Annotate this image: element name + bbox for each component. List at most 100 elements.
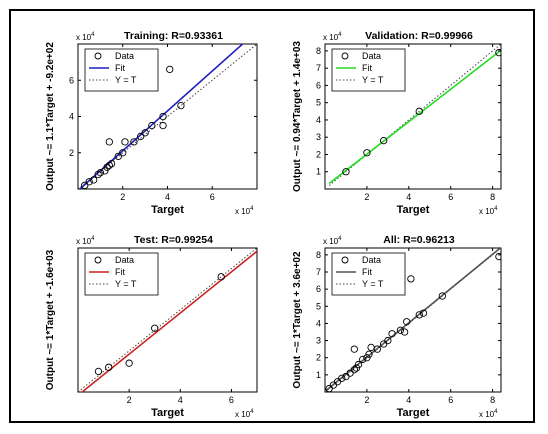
y-tick-label: 3 — [316, 336, 321, 346]
data-point — [338, 374, 346, 382]
plot-lines — [78, 44, 257, 189]
data-point — [81, 181, 89, 189]
data-point — [359, 355, 367, 364]
regression-panel-2: 2 4 6 8 1 2 3 4 5 6 7 8 Validation: R=0.99966 x 104 x … — [292, 30, 502, 216]
data-point — [107, 159, 116, 168]
x-axis-label: Target — [151, 204, 184, 216]
legend-entry: Data — [115, 51, 134, 61]
y-tick-label: 8 — [316, 250, 321, 260]
x-tick-label: 8 — [490, 192, 495, 202]
identity-line — [328, 44, 501, 186]
data-point — [159, 121, 167, 130]
legend: Data Fit Y = T — [331, 252, 406, 296]
x-tick-label: 6 — [448, 192, 453, 202]
y-tick-label: 5 — [316, 301, 321, 311]
data-point — [166, 65, 174, 74]
x-tick-label: 6 — [229, 395, 234, 405]
plot-lines — [325, 248, 501, 392]
legend-entry: Fit — [362, 267, 372, 277]
legend-entry: Y = T — [362, 279, 384, 289]
data-point — [121, 138, 129, 146]
x-tick-label: 6 — [210, 192, 215, 202]
legend-entry: Y = T — [115, 279, 137, 289]
legend-entry: Fit — [115, 63, 125, 73]
y-tick-label: 2 — [69, 148, 74, 158]
legend-data-marker — [341, 52, 349, 60]
legend-entry: Data — [362, 51, 381, 61]
data-point — [380, 137, 388, 145]
data-point — [105, 363, 113, 371]
legend: Data Fit Y = T — [84, 252, 159, 296]
data-point — [130, 138, 138, 146]
x-axis-label: Target — [151, 407, 184, 419]
y-tick-label: 5 — [316, 98, 321, 108]
legend-entry: Data — [362, 255, 381, 265]
y-axis-label: Output ~= 1.1*Target + -9.2e+02 — [45, 42, 56, 191]
data-point — [103, 163, 111, 171]
x-tick-label: 2 — [127, 395, 132, 405]
x-exponent-label: x 104 — [235, 409, 254, 419]
regression-panel-3: 2 4 6 Test: R=0.99254 x 104 x 104 Target Output… — [45, 234, 258, 419]
x-exponent-label: x 104 — [479, 409, 498, 419]
legend-entry: Data — [115, 255, 134, 265]
y-tick-label: 4 — [316, 115, 321, 125]
data-point — [90, 176, 98, 184]
x-tick-label: 2 — [364, 192, 369, 202]
data-point — [354, 360, 363, 369]
data-point — [217, 273, 225, 281]
plot-title: All: R=0.96213 — [383, 234, 455, 246]
y-tick-label: 2 — [316, 149, 321, 159]
y-tick-label: 4 — [316, 318, 321, 328]
data-point — [342, 168, 350, 176]
data-point — [495, 48, 501, 57]
data-point — [419, 309, 428, 317]
x-tick-label: 2 — [364, 395, 369, 405]
data-point — [373, 345, 382, 353]
legend-box — [331, 252, 406, 296]
x-tick-label: 4 — [165, 192, 170, 202]
legend-data-marker — [94, 256, 102, 264]
x-axis-label: Target — [397, 407, 430, 419]
x-exponent-label: x 104 — [235, 206, 254, 216]
x-tick-label: 4 — [178, 395, 183, 405]
data-point — [350, 366, 358, 374]
y-tick-label: 7 — [316, 267, 321, 277]
data-point — [177, 101, 185, 110]
x-tick-label: 6 — [448, 395, 453, 405]
y-exponent-label: x 104 — [323, 236, 342, 246]
data-point — [384, 336, 392, 345]
y-tick-label: 6 — [69, 75, 74, 85]
legend: Data Fit Y = T — [331, 48, 406, 92]
y-axis-label: Output ~= 0.94*Target + 1.4e+03 — [292, 41, 303, 192]
y-tick-label: 4 — [69, 112, 74, 122]
data-point — [495, 252, 501, 261]
data-point — [141, 129, 149, 137]
y-exponent-label: x 104 — [323, 32, 342, 42]
data-point — [159, 112, 167, 121]
legend-data-marker — [341, 256, 349, 264]
y-tick-label: 6 — [316, 284, 321, 294]
data-point — [125, 359, 133, 367]
data-point — [136, 132, 145, 141]
plot-title: Training: R=0.93361 — [124, 30, 223, 42]
plot-lines — [78, 248, 257, 392]
legend-entry: Y = T — [362, 75, 384, 85]
data-point — [148, 121, 156, 130]
legend-box — [84, 252, 159, 296]
data-point — [114, 152, 122, 161]
y-tick-label: 6 — [316, 80, 321, 90]
data-point — [96, 169, 105, 177]
y-tick-label: 1 — [316, 167, 321, 177]
data-point — [400, 328, 409, 336]
data-point — [85, 178, 93, 186]
data-point — [350, 345, 358, 353]
y-tick-label: 8 — [316, 46, 321, 56]
y-tick-label: 2 — [316, 353, 321, 363]
plot-title: Validation: R=0.99966 — [365, 30, 473, 42]
fit-line — [80, 250, 257, 392]
x-axis-label: Target — [397, 204, 430, 216]
y-axis-label: Output ~= 1*Target + -1.6e+03 — [45, 249, 56, 390]
x-tick-label: 4 — [406, 395, 411, 405]
y-tick-label: 1 — [316, 370, 321, 380]
